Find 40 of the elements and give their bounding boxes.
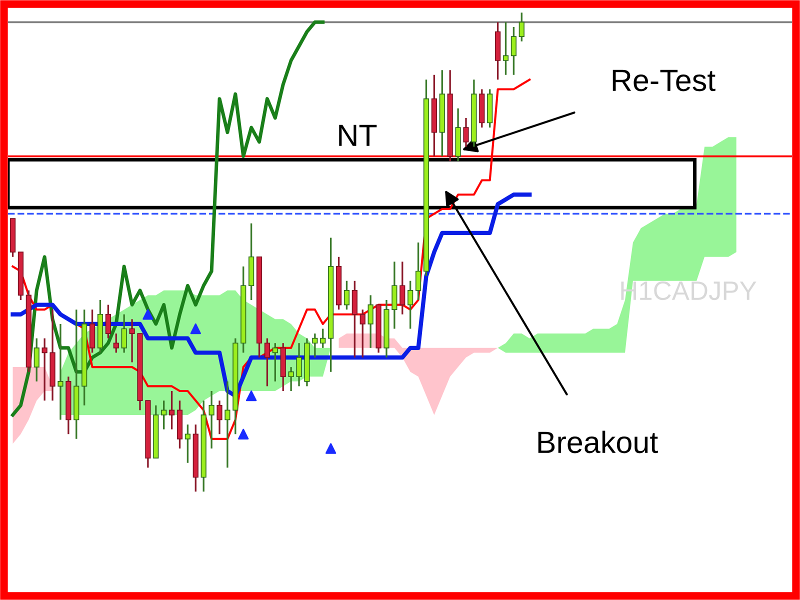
- candlestick: [518, 12, 524, 42]
- candlestick: [129, 318, 135, 364]
- candlestick: [208, 390, 214, 450]
- candlestick: [502, 21, 509, 76]
- candlestick: [42, 337, 48, 402]
- candlestick: [312, 332, 318, 358]
- point: [246, 390, 257, 402]
- candlestick: [105, 304, 111, 340]
- candlestick: [368, 294, 374, 349]
- candlestick: [400, 260, 406, 316]
- candlestick: [184, 424, 191, 464]
- candlestick: [320, 328, 326, 349]
- point: [238, 428, 249, 440]
- annotation: Breakout: [538, 430, 658, 454]
- candlestick: [510, 26, 517, 76]
- candlestick: [264, 337, 270, 388]
- point: [325, 443, 336, 454]
- candlestick: [216, 400, 222, 435]
- candlestick: [58, 323, 64, 421]
- annotation: Re-Test: [612, 70, 716, 92]
- candlestick: [272, 342, 278, 382]
- candlestick: [288, 366, 294, 392]
- candlestick: [408, 280, 414, 330]
- candlestick: [161, 400, 167, 430]
- candlestick: [463, 117, 469, 148]
- candlestick: [296, 342, 302, 388]
- candlestick: [352, 280, 358, 358]
- candlestick: [392, 260, 398, 330]
- point: [190, 323, 202, 334]
- point: [142, 309, 154, 320]
- candlestick: [113, 332, 119, 354]
- candlestick: [360, 308, 366, 358]
- candlestick: [89, 308, 96, 354]
- candlestick: [344, 280, 350, 310]
- candlestick: [415, 242, 422, 301]
- candlestick: [168, 390, 175, 430]
- candlestick: [34, 337, 40, 382]
- candlestick: [224, 380, 230, 468]
- annotation: NT: [339, 124, 377, 146]
- candlestick: [121, 314, 127, 354]
